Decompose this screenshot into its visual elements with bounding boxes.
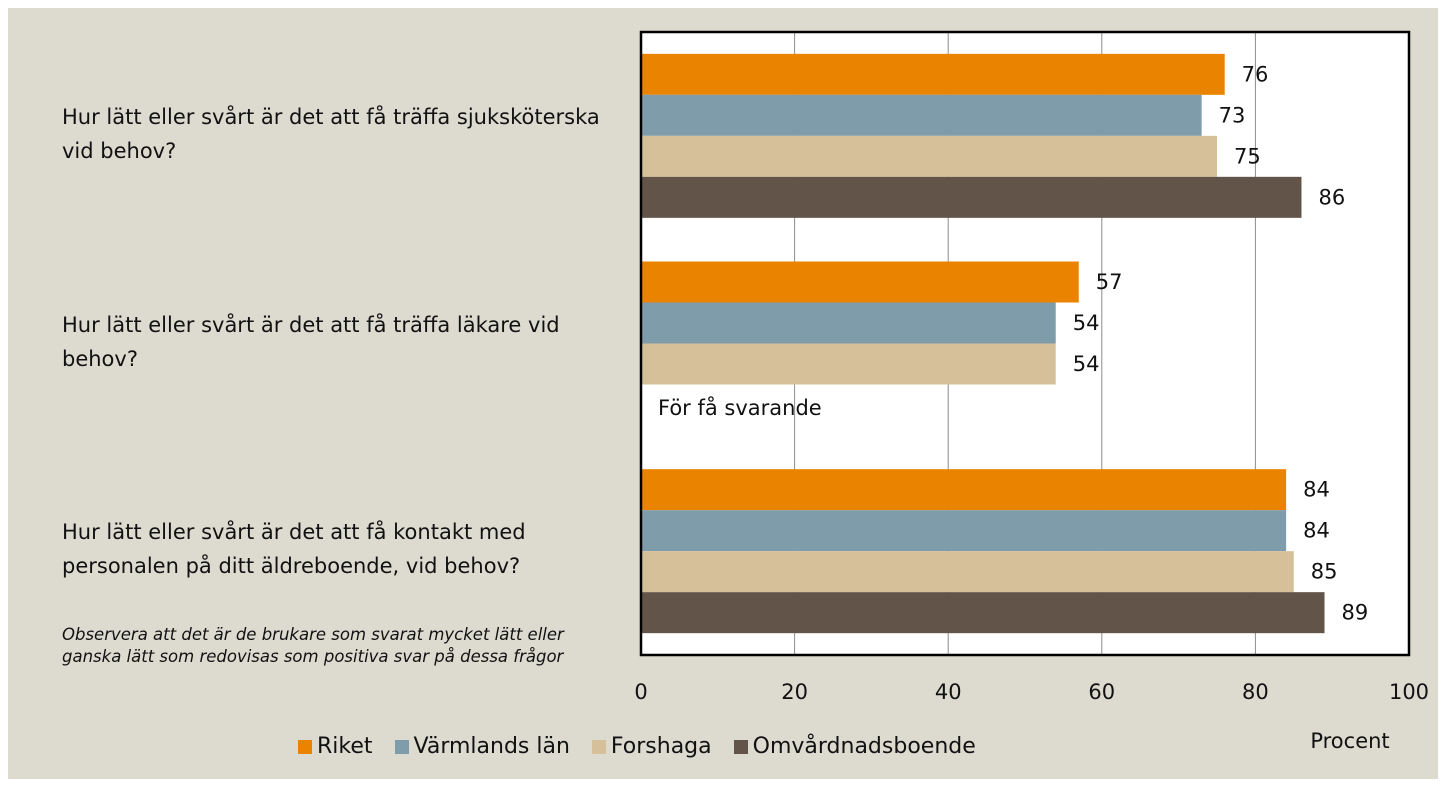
legend-swatch (733, 739, 748, 754)
bar (641, 176, 1302, 218)
value-label: 84 (1303, 478, 1330, 502)
bar (641, 135, 1217, 177)
bar (641, 592, 1325, 634)
legend-item: Forshaga (591, 734, 712, 759)
value-label: 57 (1096, 270, 1123, 294)
x-tick-label: 20 (781, 680, 808, 704)
x-axis-label: Procent (1310, 729, 1389, 753)
x-tick-label: 40 (935, 680, 962, 704)
value-label: 85 (1311, 560, 1338, 584)
legend-label: Riket (317, 734, 373, 759)
x-tick-label: 0 (634, 680, 647, 704)
x-tick-label: 60 (1088, 680, 1115, 704)
value-label: 89 (1342, 601, 1369, 625)
legend-swatch (591, 739, 606, 754)
legend-label: Forshaga (610, 734, 712, 759)
bar (641, 261, 1079, 303)
bar (641, 53, 1225, 95)
category-label: Hur lätt eller svårt är det att få träff… (62, 312, 560, 371)
footnote: Observera att det är de brukare som svar… (62, 625, 564, 666)
value-label: 54 (1073, 352, 1100, 376)
plot-border (639, 30, 1411, 657)
legend-label: Värmlands län (413, 734, 570, 759)
bar (641, 302, 1056, 344)
bar (641, 343, 1056, 385)
legend-label: Omvårdnadsboende (752, 734, 976, 759)
value-label: 86 (1318, 185, 1345, 209)
legend-swatch (394, 739, 409, 754)
x-tick-label: 80 (1242, 680, 1269, 704)
bar (641, 510, 1287, 552)
bar (641, 469, 1287, 511)
legend: Riket Värmlands län Forshaga Omvårdnadsboen… (298, 734, 976, 759)
legend-item: Värmlands län (394, 734, 570, 759)
category-label: Hur lätt eller svårt är det att få träff… (62, 104, 600, 163)
value-label: 84 (1303, 519, 1330, 543)
legend-swatch (298, 739, 312, 754)
value-label: 76 (1242, 62, 1269, 86)
value-label: 73 (1219, 103, 1246, 127)
value-label: 75 (1234, 144, 1261, 168)
category-label: Hur lätt eller svårt är det att få konta… (62, 520, 526, 579)
bar (641, 94, 1202, 136)
value-label: 54 (1073, 311, 1100, 335)
legend-item: Omvårdnadsboende (733, 734, 976, 759)
legend-item: Riket (298, 734, 373, 759)
annotation: För få svarande (658, 395, 822, 420)
bar (641, 551, 1294, 593)
x-tick-label: 100 (1389, 680, 1429, 704)
